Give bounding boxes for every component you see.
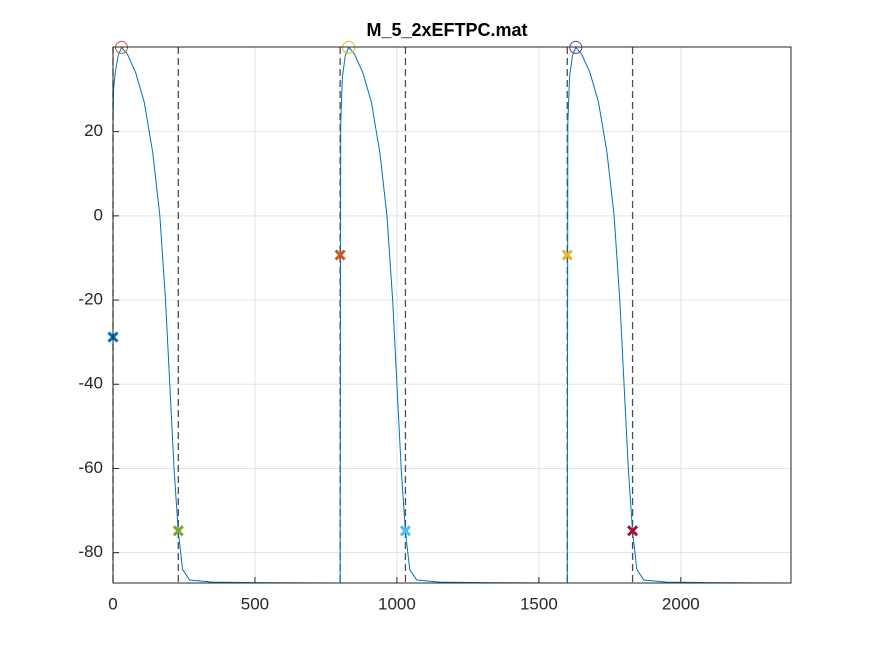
y-tick-label: -40 bbox=[78, 374, 103, 393]
cross-marker bbox=[627, 525, 639, 537]
x-tick-label: 1000 bbox=[378, 594, 416, 613]
x-tick-label: 1500 bbox=[520, 594, 558, 613]
axes-box bbox=[112, 46, 792, 584]
x-tick-label: 0 bbox=[108, 594, 117, 613]
x-tick-label: 2000 bbox=[662, 594, 700, 613]
cross-marker bbox=[561, 249, 573, 261]
y-tick-label: 20 bbox=[84, 121, 103, 140]
y-tick-label: -80 bbox=[78, 542, 103, 561]
data-line bbox=[112, 46, 792, 584]
chart-title: M_5_2xEFTPC.mat bbox=[366, 20, 527, 40]
y-tick-label: -60 bbox=[78, 458, 103, 477]
cross-marker bbox=[172, 525, 184, 537]
y-tick-label: 0 bbox=[94, 205, 103, 224]
x-tick-label: 500 bbox=[241, 594, 269, 613]
cross-marker bbox=[334, 249, 346, 261]
y-tick-label: -20 bbox=[78, 290, 103, 309]
cross-marker bbox=[399, 525, 411, 537]
